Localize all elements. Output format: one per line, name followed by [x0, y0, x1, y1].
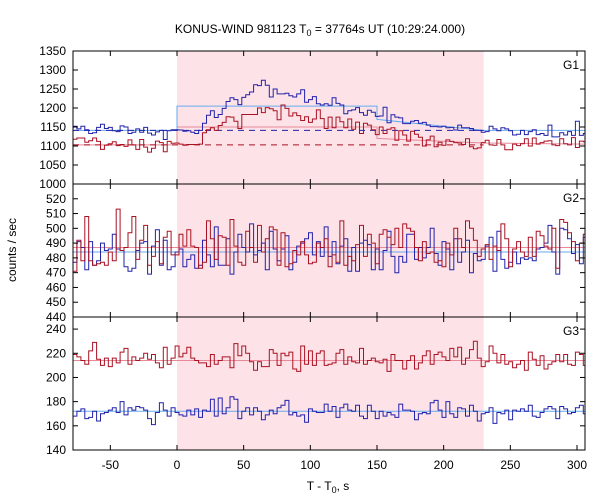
count-rate-series-b: [73, 223, 585, 275]
y-tick-label: 1350: [39, 44, 66, 58]
y-tick-label: 460: [46, 280, 66, 294]
x-tick-label: 300: [567, 458, 587, 472]
y-tick-label: 1000: [39, 177, 66, 191]
x-axis-title-rest: , s: [337, 479, 350, 493]
x-axis-title-main: T - T: [307, 479, 333, 493]
chart-title: KONUS-WIND 981123 T0 = 37764s UT (10:29:…: [175, 22, 465, 38]
count-rate-series-a: [73, 208, 585, 272]
panel-label: G1: [563, 58, 579, 72]
y-tick-label: 1250: [39, 82, 66, 96]
x-tick-label: 100: [300, 458, 320, 472]
panel-label: G2: [563, 191, 579, 205]
y-tick-label: 180: [46, 395, 66, 409]
y-tick-label: 440: [46, 310, 66, 324]
y-tick-label: 140: [46, 443, 66, 457]
y-tick-label: 510: [46, 207, 66, 221]
panels-group: 10001050110011501200125013001350G1440450…: [39, 44, 587, 472]
y-tick-label: 450: [46, 295, 66, 309]
burst-interval-shade: [177, 317, 484, 450]
panel-g1: 1000 1050 1100 1150 1200 1250 1300 1350 G1: [39, 44, 586, 191]
y-tick-label: 1150: [40, 120, 66, 134]
y-tick-label: 470: [46, 266, 66, 280]
chart-title-subscript: 0: [307, 28, 312, 38]
count-rate-series-a: [73, 340, 585, 372]
burst-interval-shade: [177, 184, 484, 317]
x-tick-label: 150: [367, 458, 387, 472]
chart-title-rest: = 37764s UT (10:29:24.000): [312, 22, 466, 36]
panel-frame: [72, 316, 586, 451]
count-rate-series-b: [73, 396, 585, 426]
panel-label: G3: [563, 324, 579, 338]
y-tick-label: 1300: [39, 63, 66, 77]
y-axis-title: counts / sec: [5, 218, 19, 282]
panel-plot-area: [73, 340, 585, 426]
y-tick-label: 1050: [39, 158, 66, 172]
count-rate-series-b: [73, 79, 585, 140]
x-tick-label: -50: [102, 458, 120, 472]
y-tick-label: 220: [46, 346, 66, 360]
panel-plot-area: [73, 208, 585, 275]
x-tick-label: 0: [174, 458, 181, 472]
x-axis-title-subscript: 0: [332, 485, 337, 495]
x-tick-label: 250: [500, 458, 520, 472]
panel-plot-area: [73, 79, 585, 153]
panel-g3: 140 160 180 200 220 240 G3: [46, 316, 586, 457]
x-tick-label: 200: [434, 458, 454, 472]
y-tick-label: 200: [46, 370, 66, 384]
count-rate-series-a: [73, 104, 585, 153]
x-tick-label: 50: [237, 458, 251, 472]
y-tick-label: 160: [46, 419, 66, 433]
y-tick-label: 1200: [39, 101, 66, 115]
y-tick-label: 520: [46, 192, 66, 206]
y-tick-label: 500: [46, 221, 66, 235]
x-axis-title: T - T0, s: [307, 479, 350, 495]
y-tick-label: 240: [46, 322, 66, 336]
y-tick-label: 490: [46, 236, 66, 250]
chart-title-main: KONUS-WIND 981123 T: [175, 22, 307, 36]
y-tick-label: 480: [46, 251, 66, 265]
y-tick-label: 1100: [40, 139, 66, 153]
